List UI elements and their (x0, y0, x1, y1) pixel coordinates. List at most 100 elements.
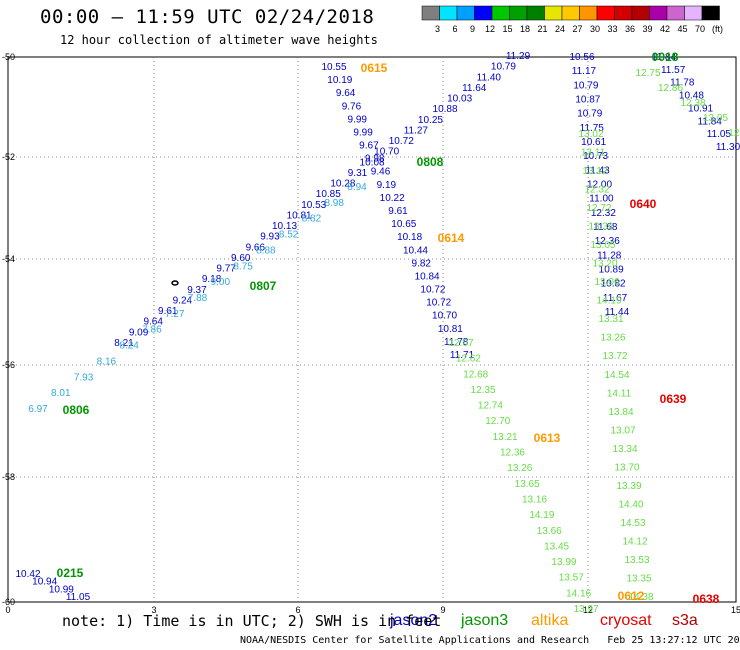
jason2-midpass-value: 10.56 (569, 52, 594, 63)
jason3-ascending-value: 8.98 (324, 198, 344, 209)
small-island (171, 280, 179, 286)
legend-tick-label: 30 (590, 24, 600, 34)
jason2-ascending-value: 10.79 (491, 62, 516, 73)
footer-note: note: 1) Time is in UTC; 2) SWH is in fe… (62, 612, 442, 630)
jason3-right-value: 13.05 (703, 113, 728, 124)
legend-swatch (596, 5, 615, 21)
latitude-label: -50 (2, 52, 15, 62)
jason3-descending-value: 14.16 (566, 588, 591, 599)
time-stamp-label: 0215 (57, 566, 84, 580)
jason2-ascending-value: 10.03 (447, 94, 472, 105)
jason3-ascending-value: 7.86 (142, 325, 162, 336)
jason3-descending-value: 12.70 (485, 416, 510, 427)
legend-swatch (526, 5, 545, 21)
jason2-ascending-value: 9.77 (216, 264, 236, 275)
jason2-midpass-value: 11.00 (589, 194, 614, 205)
jason2-descending-value: 9.61 (388, 206, 408, 217)
legend-tick-label: 15 (502, 24, 512, 34)
legend-tick-label: 27 (572, 24, 582, 34)
jason2-right-value: 11.57 (661, 65, 686, 76)
jason3-descending-value: 14.19 (529, 510, 554, 521)
jason3-descending-value: 13.16 (522, 494, 547, 505)
latitude-label: -52 (2, 152, 15, 162)
jason3-right-value: 12.38 (680, 98, 705, 109)
legend-tick-label: 9 (470, 24, 475, 34)
jason2-midpass-value: 12.36 (595, 236, 620, 247)
jason2-descending-value: 9.98 (365, 154, 385, 165)
satellite-tracks: 10.5510.199.649.769.999.999.679.989.469.… (15, 51, 740, 615)
jason2-ascending-value: 11.40 (477, 72, 502, 83)
jason3-midpass-value: 13.05 (590, 240, 615, 251)
map-frame (7, 56, 737, 603)
jason3-descending-value: 13.66 (537, 526, 562, 537)
jason3-midpass-value: 14.54 (604, 370, 629, 381)
jason2-ascending-value: 9.24 (173, 295, 193, 306)
jason3-descending-value: 13.65 (515, 479, 540, 490)
jason2-descending-value: 10.72 (426, 298, 451, 309)
legend-tick-label: 36 (625, 24, 635, 34)
jason2-ascending-value: 10.72 (389, 136, 414, 147)
jason3-ascending-value: 6.97 (28, 404, 48, 415)
legend-swatch (684, 5, 703, 21)
jason2-ascending-value: 11.64 (462, 83, 487, 94)
legend-swatch (421, 5, 440, 21)
color-scale-legend: 3 6 9 12 15 18 21 24 27 30 33 36 39 42 45 70 (ft) (421, 5, 723, 34)
jason2-bottom-value: 10.42 (15, 569, 40, 580)
jason3-descending-value: 13.57 (559, 573, 584, 584)
jason3-descending-value: 13.21 (493, 432, 518, 443)
jason2-ascending-value: 9.93 (260, 232, 280, 243)
jason2-descending-value: 9.76 (342, 101, 362, 112)
jason2-midpass-value: 12.32 (591, 208, 616, 219)
jason2-midpass-value: 10.73 (583, 151, 608, 162)
jason3-descending-value: 12.36 (500, 448, 525, 459)
legend-swatch (649, 5, 668, 21)
jason3-ascending-value: 8.01 (51, 388, 71, 399)
jason2-ascending-value: 10.85 (316, 189, 341, 200)
jason2-midpass-value: 10.82 (601, 279, 626, 290)
jason3-descending-value: 12.62 (456, 354, 481, 365)
jason2-ascending-value: 10.70 (374, 147, 399, 158)
jason3-midpass-value: 13.02 (578, 129, 603, 140)
longitude-label: 6 (295, 605, 300, 615)
latitude-label: -60 (2, 597, 15, 607)
legend-swatch (579, 5, 598, 21)
jason2-midpass-value: 11.17 (572, 66, 597, 77)
graticule: 0 3 6 9 12 15 -50 -52 -54 -56 -58 -60 (2, 52, 740, 615)
satellite-name: jason3 (460, 612, 508, 629)
jason3-descending-value: 12.68 (463, 369, 488, 380)
jason2-midpass-value: 11.44 (605, 307, 630, 318)
legend-swatch (614, 5, 633, 21)
legend-tick-label: 45 (677, 24, 687, 34)
jason3-midpass-value: 13.20 (592, 259, 617, 270)
jason2-descending-value: 10.65 (391, 219, 416, 230)
latitude-label: -54 (2, 254, 15, 264)
jason2-descending-value: 9.99 (348, 114, 368, 125)
jason2-ascending-value: 8.21 (114, 338, 134, 349)
jason2-right-value: 11.05 (707, 129, 732, 140)
jason3-descending-value: 13.99 (551, 557, 576, 568)
satellite-name: jason2 (389, 612, 437, 629)
time-stamp-label: 0612 (618, 589, 645, 603)
jason2-ascending-value: 9.64 (143, 317, 163, 328)
legend-swatch (701, 5, 720, 21)
jason2-descending-value: 10.55 (321, 62, 346, 73)
jason2-midpass-value: 11.28 (597, 250, 622, 261)
legend-tick-label: 33 (607, 24, 617, 34)
time-stamps: 0615 0018 0808 0640 0614 0807 0806 0639 0613 0215… (57, 50, 720, 606)
jason2-midpass-value: 12.00 (587, 180, 612, 191)
jason2-descending-value: 11.71 (450, 350, 475, 361)
jason2-descending-value: 9.46 (371, 167, 391, 178)
jason3-midpass-value: 12.32 (584, 185, 609, 196)
time-stamp-label: 0640 (630, 197, 657, 211)
jason2-midpass-value: 11.75 (580, 123, 605, 134)
jason2-descending-value: 10.70 (432, 311, 457, 322)
jason2-right-value: 11.78 (670, 78, 695, 89)
legend-swatch (491, 5, 510, 21)
latitude-label: -56 (2, 360, 15, 370)
jason2-right-value: 10.91 (688, 103, 713, 114)
jason2-descending-value: 11.78 (444, 337, 469, 348)
jason3-midpass-value: 13.70 (614, 462, 639, 473)
jason3-ascending-value: 8.52 (279, 230, 299, 241)
jason2-descending-value: 9.64 (336, 88, 356, 99)
